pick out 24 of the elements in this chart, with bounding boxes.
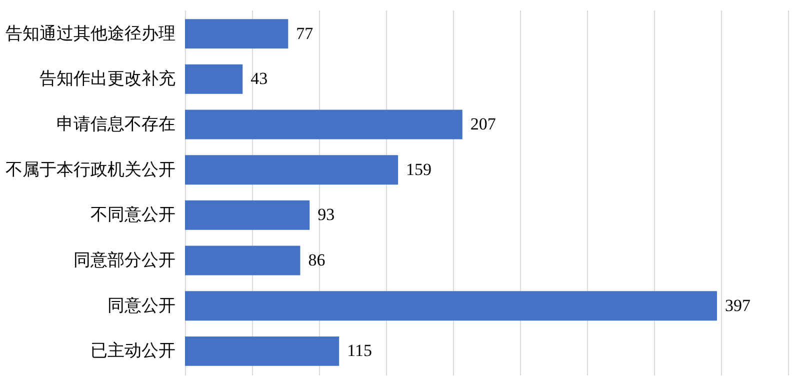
data-label: 115	[347, 341, 372, 360]
y-tick-label: 已主动公开	[90, 341, 176, 360]
data-label: 207	[470, 114, 496, 134]
data-label: 93	[318, 205, 335, 224]
bar	[185, 200, 310, 230]
bar	[185, 110, 462, 140]
data-label: 77	[296, 24, 314, 43]
bar	[185, 155, 398, 185]
data-label: 397	[724, 296, 751, 315]
data-label: 43	[250, 69, 268, 88]
y-tick-label: 告知通过其他途径办理	[6, 24, 176, 43]
y-tick-label: 同意部分公开	[74, 250, 176, 270]
y-tick-label: 同意公开	[108, 296, 176, 315]
y-tick-label: 不同意公开	[90, 205, 176, 224]
data-label: 86	[308, 250, 326, 270]
bar	[185, 246, 300, 276]
bar	[185, 64, 243, 94]
y-tick-label: 申请信息不存在	[56, 114, 176, 134]
data-label: 159	[406, 160, 432, 179]
bar	[185, 19, 288, 49]
y-tick-label: 告知作出更改补充	[40, 69, 176, 88]
bar	[185, 336, 340, 366]
bar	[185, 291, 717, 321]
y-tick-label: 不属于本行政机关公开	[6, 160, 176, 179]
